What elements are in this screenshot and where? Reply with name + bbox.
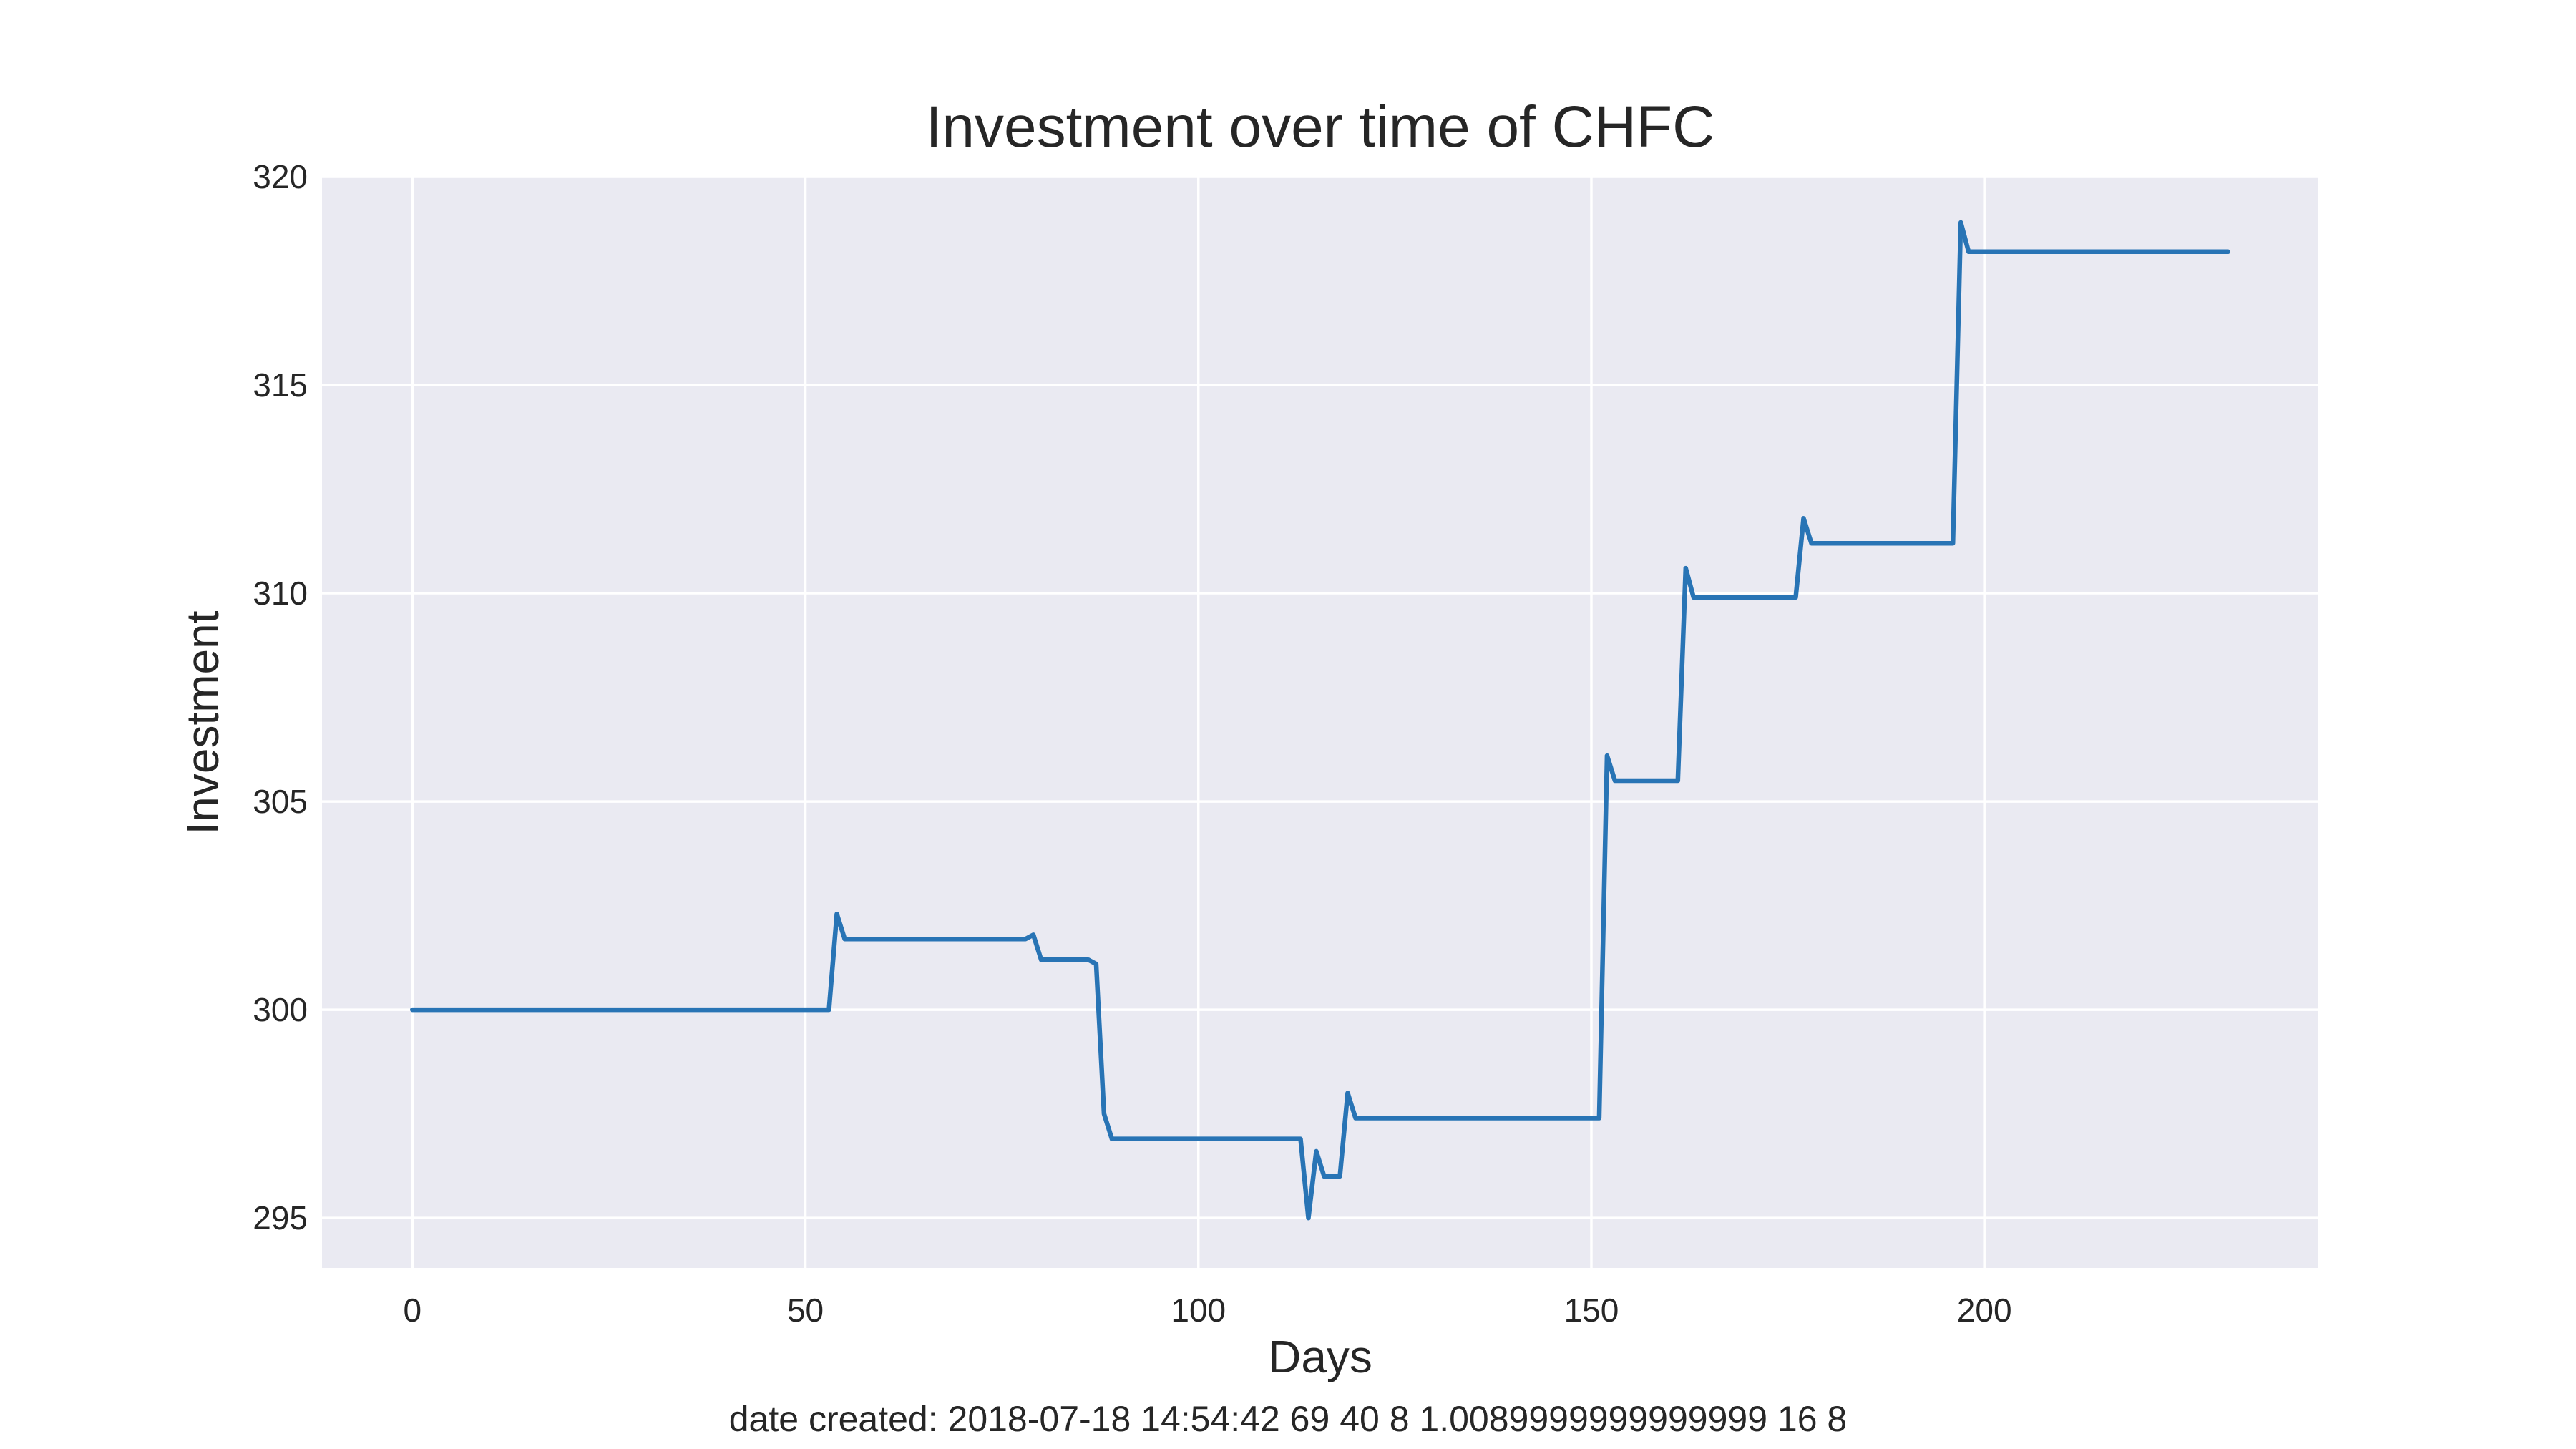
y-tick-label: 320 xyxy=(253,158,308,195)
x-tick-label: 0 xyxy=(404,1292,422,1329)
y-tick-label: 295 xyxy=(253,1199,308,1236)
y-tick-label: 300 xyxy=(253,991,308,1028)
y-tick-label: 305 xyxy=(253,783,308,820)
y-axis-label: Investment xyxy=(177,610,228,834)
y-tick-label: 315 xyxy=(253,366,308,404)
x-tick-label: 150 xyxy=(1564,1292,1619,1329)
y-tick-labels: 295 300 305 310 315 320 xyxy=(253,158,308,1236)
x-tick-label: 50 xyxy=(787,1292,824,1329)
investment-series-line xyxy=(410,220,2230,1221)
x-tick-label: 100 xyxy=(1171,1292,1226,1329)
series-layer xyxy=(410,220,2230,1221)
plot-background xyxy=(322,177,2318,1268)
x-tick-labels: 0 50 100 150 200 xyxy=(404,1292,2012,1329)
x-axis-label: Days xyxy=(1268,1331,1372,1382)
x-tick-label: 200 xyxy=(1957,1292,2012,1329)
footer-caption: date created: 2018-07-18 14:54:42 69 40 … xyxy=(729,1399,1847,1439)
chart-title: Investment over time of CHFC xyxy=(926,94,1715,160)
y-tick-label: 310 xyxy=(253,575,308,612)
